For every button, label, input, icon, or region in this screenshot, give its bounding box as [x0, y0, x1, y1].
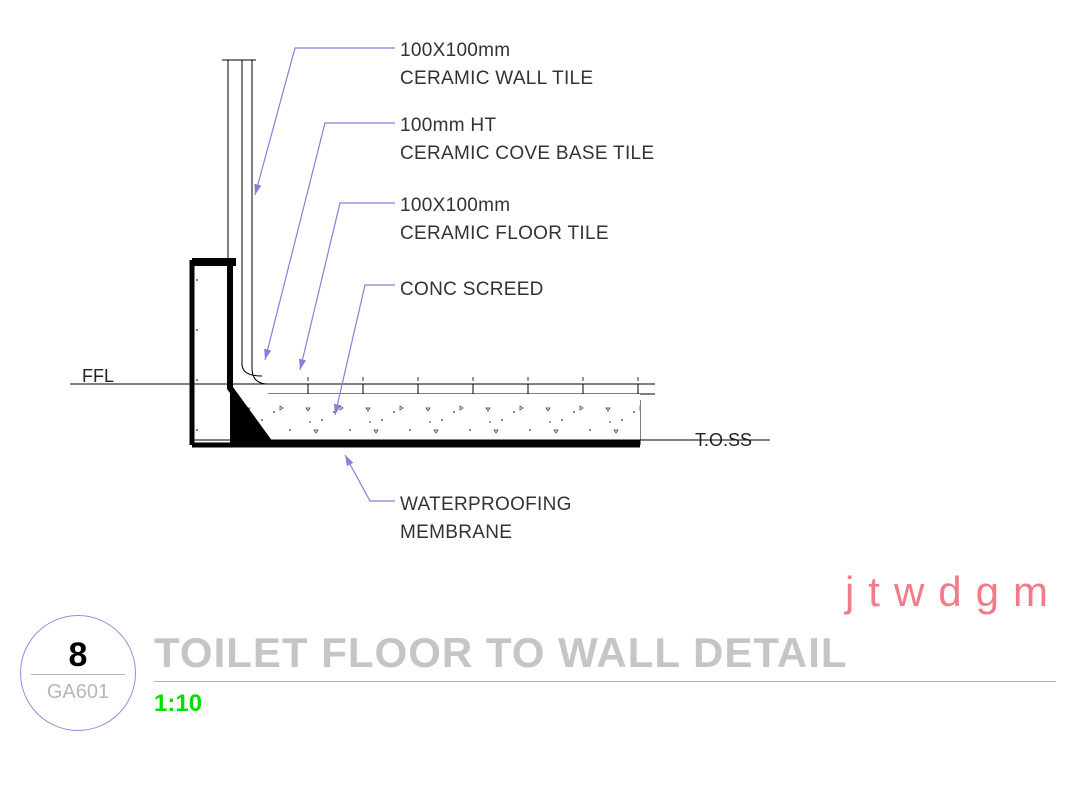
annotation-wall-tile: 100X100mm CERAMIC WALL TILE [400, 37, 593, 92]
label-memb-2: MEMBRANE [400, 522, 512, 543]
annotation-membrane: WATERPROOFING MEMBRANE [400, 491, 572, 546]
annotation-cove-base: 100mm HT CERAMIC COVE BASE TILE [400, 112, 654, 167]
title-text: TOILET FLOOR TO WALL DETAIL 1:10 [154, 629, 1056, 718]
detail-divider [31, 674, 125, 675]
diagram-container: 100X100mm CERAMIC WALL TILE 100mm HT CER… [0, 0, 1076, 796]
watermark: jtwdgm [845, 568, 1062, 616]
label-cove-1: 100mm HT [400, 115, 496, 136]
label-memb-1: WATERPROOFING [400, 494, 572, 515]
level-ffl: FFL [82, 366, 114, 387]
label-wall-tile-2: CERAMIC WALL TILE [400, 68, 593, 89]
detail-bubble: 8 GA601 [20, 615, 136, 731]
annotation-screed: CONC SCREED [400, 276, 544, 304]
annotation-floor-tile: 100X100mm CERAMIC FLOOR TILE [400, 192, 609, 247]
label-screed: CONC SCREED [400, 279, 544, 300]
detail-title: TOILET FLOOR TO WALL DETAIL [154, 629, 1056, 682]
detail-sheet: GA601 [47, 681, 109, 704]
title-block: 8 GA601 TOILET FLOOR TO WALL DETAIL 1:10 [20, 615, 1056, 731]
label-wall-tile-1: 100X100mm [400, 40, 510, 61]
label-floor-2: CERAMIC FLOOR TILE [400, 223, 609, 244]
level-toss: T.O.SS [695, 430, 752, 451]
label-floor-1: 100X100mm [400, 195, 510, 216]
detail-scale: 1:10 [154, 690, 1056, 718]
label-cove-2: CERAMIC COVE BASE TILE [400, 143, 654, 164]
detail-number: 8 [69, 636, 88, 675]
